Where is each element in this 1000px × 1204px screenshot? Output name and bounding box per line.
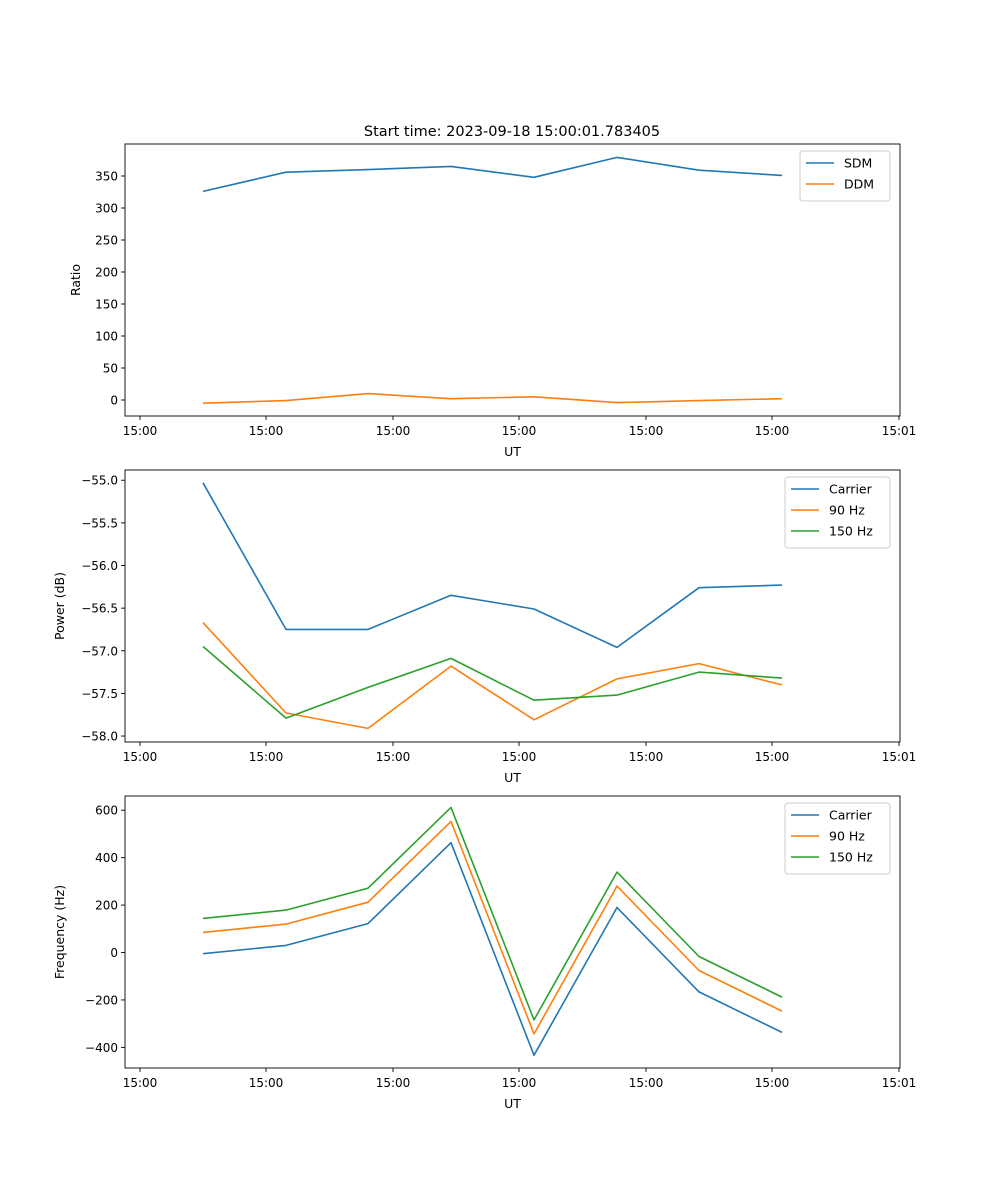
x-tick-label: 15:01 bbox=[882, 750, 917, 764]
y-tick-label: −56.0 bbox=[81, 559, 118, 573]
y-tick-label: 100 bbox=[95, 330, 118, 344]
y-tick-label: 0 bbox=[110, 946, 118, 960]
legend-label: DDM bbox=[844, 177, 874, 192]
y-tick-label: −55.5 bbox=[81, 516, 118, 530]
y-tick-label: 50 bbox=[103, 362, 118, 376]
figure-title: Start time: 2023-09-18 15:00:01.783405 bbox=[364, 124, 660, 140]
y-tick-label: 350 bbox=[95, 170, 118, 184]
x-axis-label: UT bbox=[504, 770, 521, 785]
y-tick-label: 200 bbox=[95, 899, 118, 913]
series-line-ddm bbox=[202, 392, 783, 404]
series-line-sdm bbox=[202, 156, 783, 193]
x-tick-label: 15:00 bbox=[755, 424, 790, 438]
x-tick-label: 15:00 bbox=[249, 424, 284, 438]
y-tick-label: −200 bbox=[85, 993, 118, 1007]
y-tick-label: −400 bbox=[85, 1041, 118, 1055]
x-tick-label: 15:00 bbox=[629, 1076, 664, 1090]
x-tick-label: 15:00 bbox=[755, 750, 790, 764]
y-tick-label: −57.0 bbox=[81, 644, 118, 658]
legend-label: Carrier bbox=[829, 808, 873, 823]
y-tick-label: 250 bbox=[95, 234, 118, 248]
plot-frame bbox=[124, 795, 901, 1069]
legend-label: 90 Hz bbox=[829, 503, 865, 518]
y-tick-label: −55.0 bbox=[81, 474, 118, 488]
y-tick-label: 200 bbox=[95, 266, 118, 280]
x-tick-label: 15:00 bbox=[502, 1076, 537, 1090]
x-tick-label: 15:00 bbox=[376, 1076, 411, 1090]
legend-label: SDM bbox=[844, 156, 872, 171]
x-tick-label: 15:01 bbox=[882, 424, 917, 438]
y-tick-label: −57.5 bbox=[81, 687, 118, 701]
plot-frame bbox=[124, 143, 901, 417]
x-tick-label: 15:00 bbox=[376, 424, 411, 438]
frequency-panel: 15:00 15:00 15:00 15:00 15:00 15:00 15:01 −400 −… bbox=[52, 795, 917, 1111]
y-tick-label: 300 bbox=[95, 202, 118, 216]
x-tick-label: 15:00 bbox=[629, 424, 664, 438]
legend-label: Carrier bbox=[829, 482, 873, 497]
y-tick-label: −58.0 bbox=[81, 730, 118, 744]
x-tick-label: 15:00 bbox=[629, 750, 664, 764]
x-tick-label: 15:00 bbox=[755, 1076, 790, 1090]
series-line-carrier bbox=[202, 841, 783, 1056]
y-tick-label: 0 bbox=[110, 394, 118, 408]
legend-label: 90 Hz bbox=[829, 829, 865, 844]
y-axis-label: Frequency (Hz) bbox=[52, 885, 67, 979]
x-axis-label: UT bbox=[504, 1096, 521, 1111]
series-line-150-hz bbox=[202, 645, 783, 719]
y-tick-label: 600 bbox=[95, 804, 118, 818]
x-tick-label: 15:00 bbox=[249, 750, 284, 764]
x-tick-label: 15:01 bbox=[882, 1076, 917, 1090]
x-tick-label: 15:00 bbox=[249, 1076, 284, 1090]
ratio-panel: 15:00 15:00 15:00 15:00 15:00 15:00 15:01 0 50 10… bbox=[68, 143, 917, 459]
x-tick-label: 15:00 bbox=[502, 750, 537, 764]
x-tick-label: 15:00 bbox=[123, 1076, 158, 1090]
series-line-carrier bbox=[202, 482, 783, 649]
legend-label: 150 Hz bbox=[829, 524, 873, 539]
x-tick-label: 15:00 bbox=[376, 750, 411, 764]
series-line-90-hz bbox=[202, 820, 783, 1035]
y-axis-label: Ratio bbox=[68, 264, 83, 296]
legend-label: 150 Hz bbox=[829, 850, 873, 865]
y-tick-label: 150 bbox=[95, 298, 118, 312]
y-axis-label: Power (dB) bbox=[52, 572, 67, 640]
x-tick-label: 15:00 bbox=[123, 750, 158, 764]
x-tick-label: 15:00 bbox=[123, 424, 158, 438]
y-tick-label: −56.5 bbox=[81, 602, 118, 616]
plot-frame bbox=[124, 469, 901, 743]
y-tick-label: 400 bbox=[95, 851, 118, 865]
power-panel: 15:00 15:00 15:00 15:00 15:00 15:00 15:01 −58.0… bbox=[52, 469, 917, 785]
series-line-90-hz bbox=[202, 622, 783, 730]
x-tick-label: 15:00 bbox=[502, 424, 537, 438]
x-axis-label: UT bbox=[504, 444, 521, 459]
series-line-150-hz bbox=[202, 806, 783, 1021]
